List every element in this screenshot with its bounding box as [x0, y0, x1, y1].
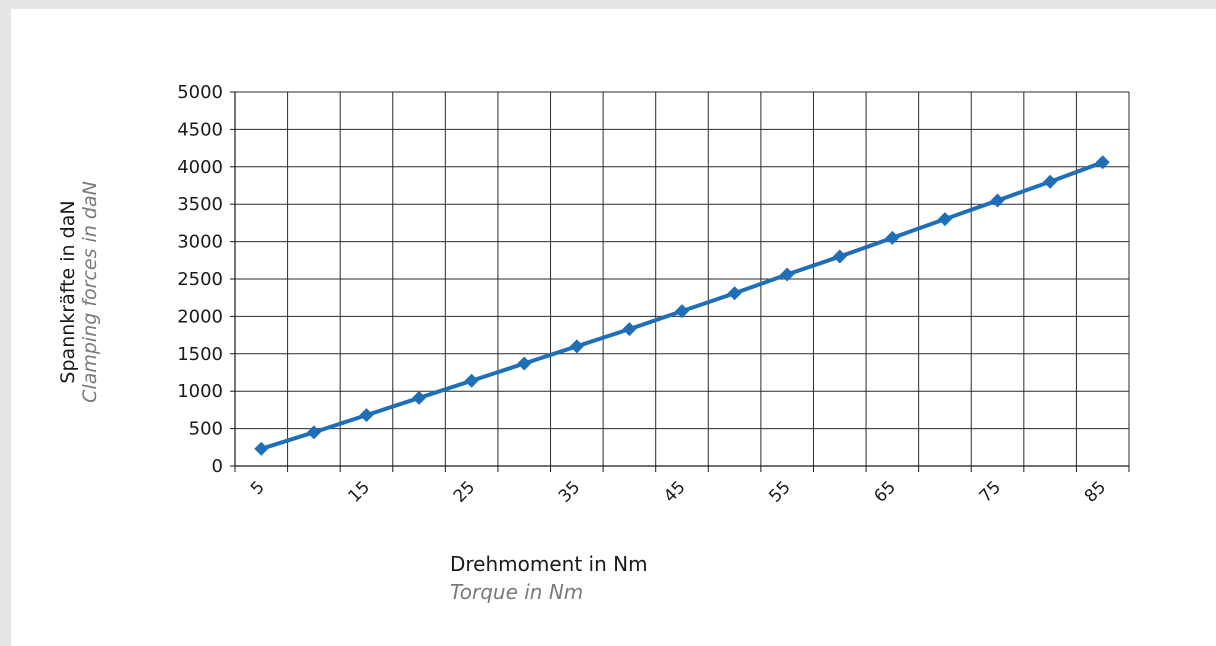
y-tick-label: 5000: [177, 82, 223, 103]
y-tick-label: 3000: [177, 232, 223, 253]
data-point: [1043, 174, 1058, 189]
data-point: [569, 339, 584, 354]
y-tick-label: 1000: [177, 381, 223, 402]
chart-card: 0 500 1000 1500 2000 2500 3000 3500 4000 4500 5000…: [11, 9, 1216, 646]
data-point: [622, 322, 637, 337]
x-tick-label: 5: [247, 477, 269, 499]
data-point: [990, 193, 1005, 208]
data-point: [254, 441, 269, 456]
data-point: [1095, 155, 1110, 170]
data-series: [254, 155, 1110, 456]
grid-lines: [235, 91, 1130, 466]
data-point: [780, 267, 795, 282]
data-point: [359, 408, 374, 423]
data-point: [464, 373, 479, 388]
y-tick-label: 500: [189, 419, 223, 440]
data-point: [832, 249, 847, 264]
x-tick-label: 45: [660, 477, 689, 506]
axes: [230, 91, 1130, 472]
y-tick-label: 4500: [177, 119, 223, 140]
y-tick-label: 4000: [177, 157, 223, 178]
y-tick-label: 0: [212, 456, 223, 477]
y-tick-label: 2000: [177, 306, 223, 327]
y-tick-label: 2500: [177, 269, 223, 290]
y-tick-label: 1500: [177, 344, 223, 365]
data-point: [412, 390, 427, 405]
line-chart: 0 500 1000 1500 2000 2500 3000 3500 4000 4500 5000…: [57, 82, 1130, 604]
y-axis-label-secondary: Clamping forces in daN: [79, 181, 101, 403]
x-axis-label: Drehmoment in Nm: [450, 552, 648, 576]
data-point: [937, 212, 952, 227]
y-axis-label: Spannkräfte in daN: [57, 200, 79, 383]
data-point: [306, 425, 321, 440]
data-point: [727, 286, 742, 301]
x-tick-label: 35: [555, 477, 584, 506]
x-tick-labels: 5 15 25 35 45 55 65 75 85: [247, 477, 1110, 506]
x-tick-label: 65: [870, 477, 899, 506]
x-tick-label: 55: [765, 477, 794, 506]
data-point: [885, 230, 900, 245]
x-tick-label: 85: [1081, 477, 1110, 506]
y-tick-labels: 0 500 1000 1500 2000 2500 3000 3500 4000 4500 5000: [177, 82, 223, 477]
data-point: [675, 304, 689, 319]
x-tick-label: 25: [450, 477, 479, 506]
x-tick-label: 15: [345, 477, 374, 506]
x-tick-label: 75: [976, 477, 1005, 506]
y-tick-label: 3500: [177, 194, 223, 215]
data-point: [517, 356, 532, 371]
x-axis-label-secondary: Torque in Nm: [450, 580, 583, 604]
